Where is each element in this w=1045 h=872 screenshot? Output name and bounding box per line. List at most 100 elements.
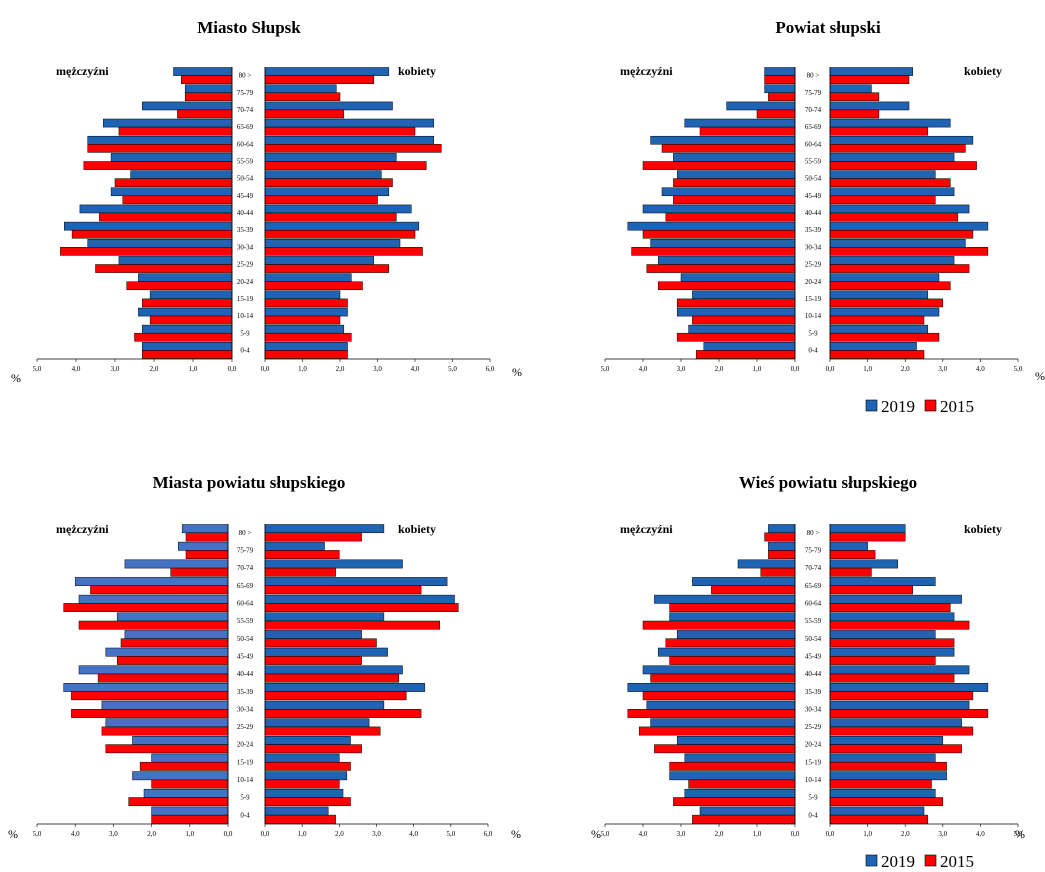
bar-women-2015-80 > bbox=[829, 532, 906, 542]
bar-men-2019-75-79 bbox=[768, 541, 796, 551]
women-label: kobiety bbox=[398, 522, 436, 536]
age-label: 35-39 bbox=[805, 226, 822, 234]
left-tick-label: 3,0 bbox=[111, 365, 120, 373]
age-label: 65-69 bbox=[805, 582, 822, 590]
age-label: 75-79 bbox=[237, 547, 254, 555]
bar-women-2019-5-9 bbox=[264, 788, 344, 798]
bar-men-2015-15-19 bbox=[139, 761, 229, 771]
bar-men-2015-80 > bbox=[764, 75, 796, 84]
right-tick-label: 4,0 bbox=[409, 830, 418, 838]
bar-women-2019-30-34 bbox=[829, 700, 970, 710]
bar-women-2015-55-59 bbox=[829, 161, 977, 170]
bar-men-2015-10-14 bbox=[692, 315, 796, 325]
bar-men-2019-60-64 bbox=[78, 594, 229, 604]
bar-women-2019-45-49 bbox=[829, 187, 955, 197]
bar-women-2015-45-49 bbox=[264, 195, 378, 205]
bar-men-2015-55-59 bbox=[78, 620, 229, 630]
age-label: 50-54 bbox=[237, 175, 254, 183]
bar-women-2015-45-49 bbox=[829, 195, 936, 205]
bar-men-2019-15-19 bbox=[692, 290, 796, 300]
legend-swatch-2015 bbox=[924, 854, 937, 867]
bar-women-2015-55-59 bbox=[264, 161, 427, 170]
bar-women-2015-0-4 bbox=[829, 350, 925, 359]
bar-women-2019-45-49 bbox=[264, 647, 388, 657]
pyramid-panel-4: Wieś powiatu słupskiego mężczyźni kobiety 8… bbox=[591, 473, 1025, 841]
bar-men-2015-55-59 bbox=[83, 161, 233, 170]
age-label: 45-49 bbox=[805, 192, 822, 200]
right-tick-label: 4,0 bbox=[976, 365, 985, 373]
bar-women-2019-40-44 bbox=[264, 204, 412, 214]
left-tick-label: 3,0 bbox=[109, 830, 118, 838]
bar-men-2015-75-79 bbox=[185, 550, 229, 559]
bar-men-2019-50-54 bbox=[676, 170, 796, 179]
bar-men-2015-25-29 bbox=[95, 264, 233, 273]
age-label: 55-59 bbox=[805, 158, 822, 166]
bar-women-2019-0-4 bbox=[829, 806, 925, 816]
bar-men-2015-0-4 bbox=[692, 814, 796, 824]
age-label: 70-74 bbox=[237, 564, 254, 572]
bar-men-2019-50-54 bbox=[676, 630, 796, 639]
bar-women-2019-75-79 bbox=[829, 84, 872, 94]
bar-men-2019-20-24 bbox=[132, 736, 229, 745]
right-tick-label: 4,0 bbox=[411, 365, 420, 373]
bar-women-2015-15-19 bbox=[264, 761, 351, 771]
bar-men-2019-30-34 bbox=[87, 239, 233, 248]
right-tick-label: 5,0 bbox=[1014, 365, 1023, 373]
bar-men-2015-30-34 bbox=[71, 709, 229, 718]
age-label: 25-29 bbox=[805, 261, 822, 269]
age-label: 25-29 bbox=[237, 723, 254, 731]
bar-men-2015-60-64 bbox=[669, 603, 796, 612]
bar-men-2019-10-14 bbox=[676, 307, 796, 317]
bar-women-2019-35-39 bbox=[829, 221, 989, 231]
pyramid-panel-1: Miasto Słupsk mężczyźni kobiety 80 > 75-79 70… bbox=[11, 18, 522, 385]
right-tick-label: 2,0 bbox=[901, 365, 910, 373]
bar-women-2015-50-54 bbox=[264, 638, 377, 648]
bar-men-2019-35-39 bbox=[64, 221, 233, 231]
bar-men-2019-30-34 bbox=[650, 239, 796, 248]
bar-men-2019-0-4 bbox=[142, 342, 233, 351]
bar-women-2015-10-14 bbox=[264, 779, 340, 789]
bar-women-2019-10-14 bbox=[264, 307, 348, 317]
bar-women-2015-40-44 bbox=[264, 212, 397, 222]
bar-men-2015-60-64 bbox=[63, 603, 229, 612]
age-label: 60-64 bbox=[237, 600, 254, 608]
age-label: 45-49 bbox=[237, 653, 254, 661]
bar-women-2015-35-39 bbox=[829, 691, 974, 701]
bar-men-2015-20-24 bbox=[654, 744, 796, 754]
left-tick-label: 2,0 bbox=[715, 365, 724, 373]
bar-women-2019-10-14 bbox=[829, 771, 947, 781]
right-tick-label: 5,0 bbox=[448, 365, 457, 373]
bar-women-2019-0-4 bbox=[264, 342, 348, 351]
bar-men-2015-45-49 bbox=[116, 656, 229, 665]
bar-men-2015-70-74 bbox=[177, 109, 233, 119]
age-label: 10-14 bbox=[237, 312, 254, 320]
right-tick-label: 1,0 bbox=[298, 830, 307, 838]
legend-bottom: 2019 2015 bbox=[865, 852, 974, 871]
legend-label-2019: 2019 bbox=[881, 852, 915, 871]
bar-women-2019-50-54 bbox=[829, 170, 936, 179]
bar-women-2015-10-14 bbox=[829, 315, 925, 325]
right-tick-label: 3,0 bbox=[938, 365, 947, 373]
bar-men-2019-75-79 bbox=[764, 84, 796, 94]
bar-women-2019-5-9 bbox=[264, 324, 345, 334]
bar-men-2015-20-24 bbox=[126, 281, 233, 291]
bar-men-2015-40-44 bbox=[665, 212, 796, 222]
bar-women-2019-40-44 bbox=[264, 665, 403, 675]
right-tick-label: 1,0 bbox=[863, 830, 872, 838]
bar-women-2015-25-29 bbox=[829, 264, 970, 273]
bar-men-2019-10-14 bbox=[132, 771, 229, 781]
bar-women-2019-75-79 bbox=[264, 84, 337, 94]
right-tick-label: 2,0 bbox=[335, 830, 344, 838]
bar-men-2019-75-79 bbox=[178, 541, 229, 551]
bar-men-2015-60-64 bbox=[87, 144, 233, 153]
legend-top: 2019 2015 bbox=[865, 397, 974, 416]
right-tick-label: 4,0 bbox=[976, 830, 985, 838]
women-label: kobiety bbox=[964, 64, 1002, 78]
bar-men-2019-5-9 bbox=[142, 324, 233, 334]
bar-women-2015-80 > bbox=[829, 75, 910, 84]
bar-men-2019-70-74 bbox=[124, 559, 229, 569]
bar-men-2015-45-49 bbox=[669, 656, 796, 665]
age-label: 20-24 bbox=[805, 278, 822, 286]
age-label: 30-34 bbox=[237, 705, 254, 713]
age-label: 55-59 bbox=[805, 617, 822, 625]
